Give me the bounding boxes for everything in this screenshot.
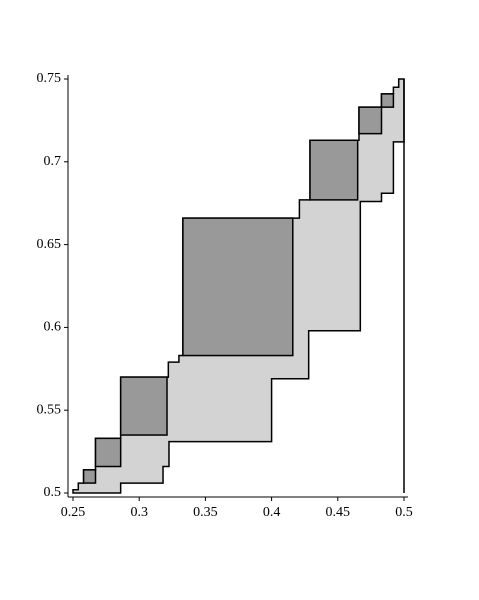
- box: [309, 139, 359, 201]
- y-tick-label: 0.75: [37, 71, 62, 86]
- y-tick-label: 0.6: [44, 320, 62, 335]
- x-tick-label: 0.25: [61, 505, 86, 520]
- box: [358, 106, 383, 135]
- y-tick-label: 0.65: [37, 237, 62, 252]
- y-tick-label: 0.55: [37, 402, 62, 417]
- y-tick-label: 0.7: [44, 154, 62, 169]
- x-tick-label: 0.5: [395, 505, 413, 520]
- box: [380, 93, 395, 108]
- x-tick-label: 0.35: [193, 505, 218, 520]
- x-tick-label: 0.3: [130, 505, 148, 520]
- box: [182, 217, 294, 357]
- x-tick-label: 0.45: [326, 505, 351, 520]
- y-tick-label: 0.5: [44, 485, 62, 500]
- box: [94, 437, 122, 468]
- box: [119, 376, 168, 436]
- box: [82, 469, 97, 484]
- x-tick-label: 0.4: [263, 505, 281, 520]
